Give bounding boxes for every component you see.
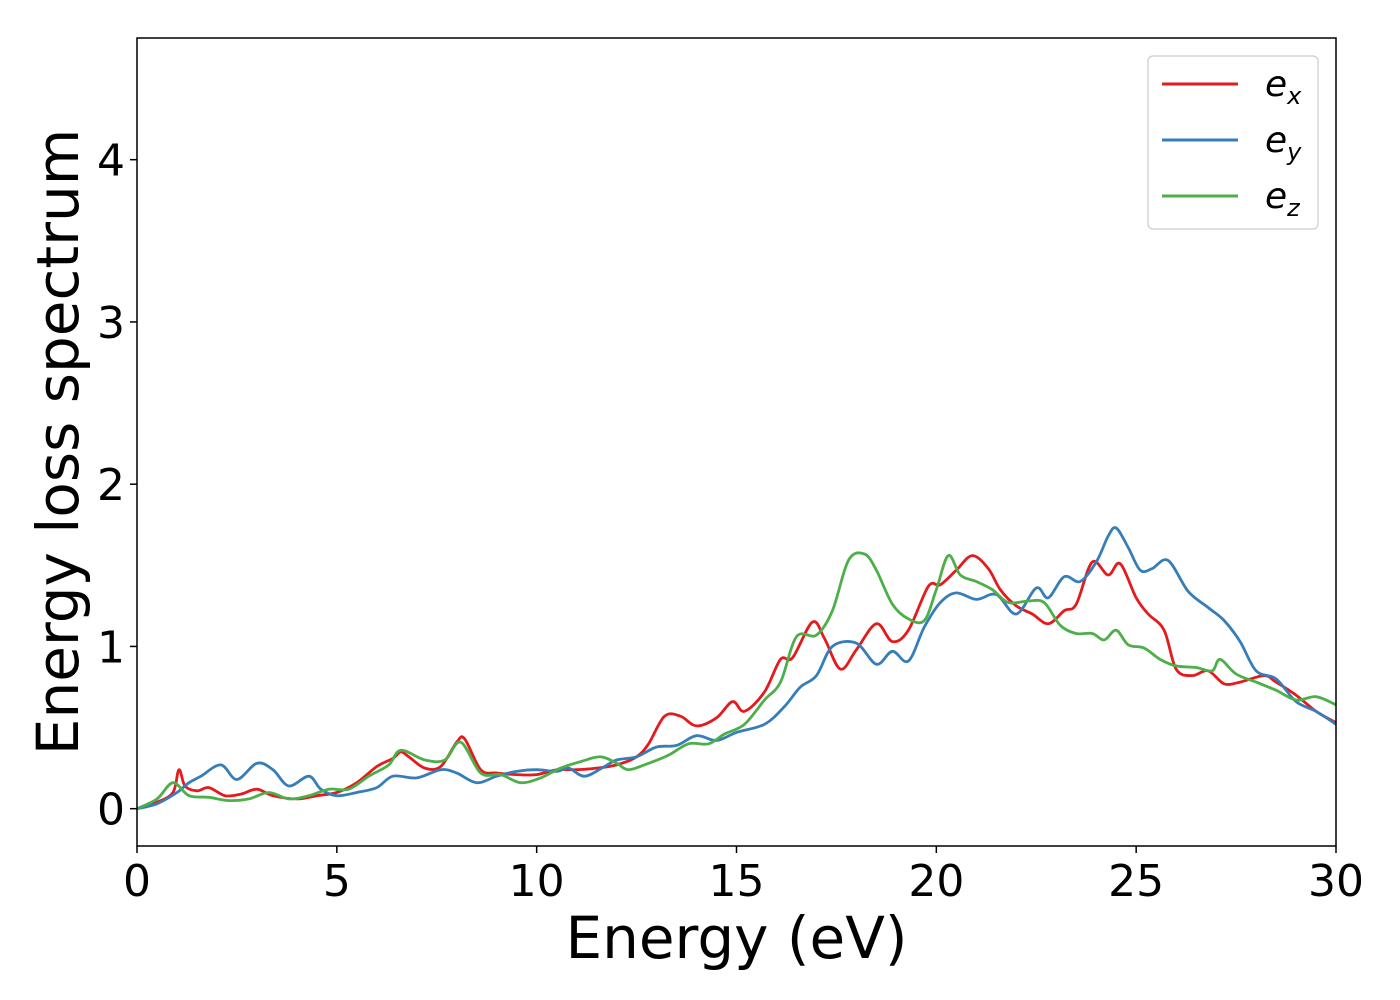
x-axis-ticks: 0 5 10 15 20 25 30 [123,846,1364,907]
x-tick-label: 20 [908,856,964,907]
x-tick-label: 15 [709,856,765,907]
y-axis-ticks: 0 1 2 3 4 [97,136,137,836]
y-axis-title: Energy loss spectrum [24,129,92,755]
series-line-z [137,551,1336,810]
series-line-x [137,554,1336,811]
legend: ex ey ez [1147,55,1319,230]
x-tick-label: 0 [123,856,151,907]
plot-lines [137,526,1336,811]
y-tick-label: 4 [97,136,125,187]
x-tick-label: 30 [1308,856,1364,907]
series-line-y [137,526,1336,811]
x-tick-label: 5 [323,856,351,907]
x-axis-title: Energy (eV) [565,904,907,972]
x-tick-label: 10 [509,856,565,907]
legend-label-x: ex [1265,64,1302,110]
y-tick-label: 0 [97,785,125,836]
legend-box [1147,55,1319,230]
y-tick-label: 1 [97,622,125,673]
y-tick-label: 2 [97,460,125,511]
legend-label-y: ey [1265,120,1302,166]
legend-label-z: ez [1265,176,1301,222]
y-tick-label: 3 [97,298,125,349]
x-tick-label: 25 [1108,856,1164,907]
